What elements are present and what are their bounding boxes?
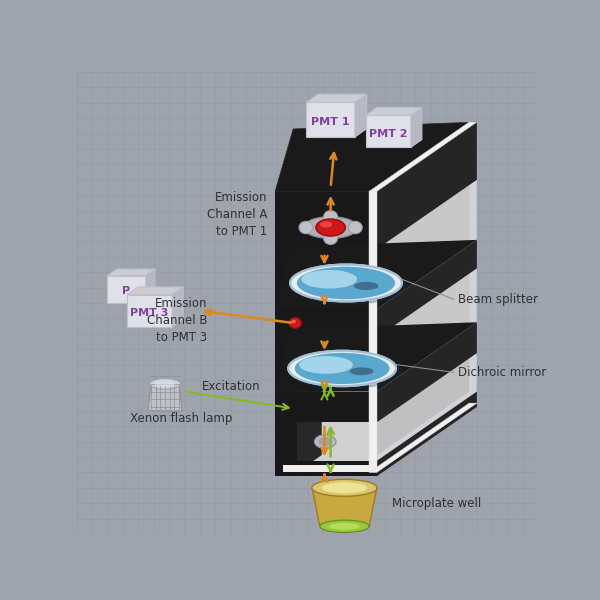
Polygon shape xyxy=(275,392,377,422)
Polygon shape xyxy=(148,384,182,411)
Ellipse shape xyxy=(299,356,353,374)
Ellipse shape xyxy=(320,520,369,532)
Polygon shape xyxy=(283,122,477,472)
Polygon shape xyxy=(275,309,377,338)
Ellipse shape xyxy=(155,381,175,387)
Polygon shape xyxy=(369,122,477,191)
Polygon shape xyxy=(283,338,369,392)
Ellipse shape xyxy=(289,317,301,328)
Ellipse shape xyxy=(354,282,379,290)
Polygon shape xyxy=(172,287,183,327)
Text: Beam splitter: Beam splitter xyxy=(458,293,538,305)
Ellipse shape xyxy=(290,265,402,301)
Polygon shape xyxy=(355,94,367,137)
Polygon shape xyxy=(377,122,477,249)
Polygon shape xyxy=(275,322,477,392)
Ellipse shape xyxy=(322,482,368,493)
Polygon shape xyxy=(275,191,377,249)
Text: PMT 2: PMT 2 xyxy=(369,128,407,139)
Polygon shape xyxy=(369,353,469,461)
Text: P: P xyxy=(122,286,131,296)
Polygon shape xyxy=(369,403,477,472)
Ellipse shape xyxy=(320,221,332,227)
Polygon shape xyxy=(283,422,369,461)
Polygon shape xyxy=(377,392,477,476)
Text: Microplate well: Microplate well xyxy=(392,497,481,509)
Text: Excitation: Excitation xyxy=(202,380,260,392)
Polygon shape xyxy=(307,94,367,103)
Text: Emission
Channel B
to PMT 3: Emission Channel B to PMT 3 xyxy=(147,297,208,344)
Polygon shape xyxy=(275,240,477,309)
Ellipse shape xyxy=(323,232,338,244)
Text: PMT 3: PMT 3 xyxy=(130,308,169,318)
Polygon shape xyxy=(369,268,469,392)
Ellipse shape xyxy=(349,221,362,233)
Ellipse shape xyxy=(290,266,407,305)
Polygon shape xyxy=(275,461,377,476)
Polygon shape xyxy=(312,488,377,526)
Text: PMT 1: PMT 1 xyxy=(311,118,350,127)
Ellipse shape xyxy=(318,437,332,446)
Polygon shape xyxy=(283,249,369,309)
Ellipse shape xyxy=(316,219,345,236)
Polygon shape xyxy=(377,322,477,422)
Ellipse shape xyxy=(312,479,377,496)
Polygon shape xyxy=(297,174,322,472)
Polygon shape xyxy=(307,103,355,137)
Polygon shape xyxy=(283,449,377,472)
Ellipse shape xyxy=(289,352,402,389)
Ellipse shape xyxy=(329,523,360,530)
Ellipse shape xyxy=(288,351,396,386)
Polygon shape xyxy=(107,269,155,275)
Text: Emission
Channel A
to PMT 1: Emission Channel A to PMT 1 xyxy=(207,191,268,238)
Ellipse shape xyxy=(323,211,338,223)
Polygon shape xyxy=(377,122,477,472)
Ellipse shape xyxy=(292,320,296,323)
Ellipse shape xyxy=(301,270,357,289)
Ellipse shape xyxy=(297,267,395,299)
Polygon shape xyxy=(283,191,377,214)
Polygon shape xyxy=(127,287,183,295)
Text: Xenon flash lamp: Xenon flash lamp xyxy=(130,412,233,425)
Polygon shape xyxy=(146,269,155,302)
Ellipse shape xyxy=(304,217,358,238)
Polygon shape xyxy=(366,107,422,115)
Polygon shape xyxy=(366,115,411,148)
Polygon shape xyxy=(127,295,172,327)
Ellipse shape xyxy=(299,221,313,233)
Text: Dichroic mirror: Dichroic mirror xyxy=(458,366,546,379)
Polygon shape xyxy=(283,464,369,472)
Ellipse shape xyxy=(149,379,181,389)
Polygon shape xyxy=(107,275,146,302)
Polygon shape xyxy=(275,191,297,472)
Ellipse shape xyxy=(350,367,373,375)
Polygon shape xyxy=(369,191,377,472)
Ellipse shape xyxy=(314,434,336,449)
Polygon shape xyxy=(275,122,477,191)
Polygon shape xyxy=(377,240,477,338)
Polygon shape xyxy=(411,107,422,148)
Ellipse shape xyxy=(295,353,389,384)
Polygon shape xyxy=(369,180,469,309)
